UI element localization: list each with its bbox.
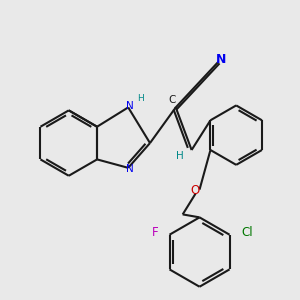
Text: Cl: Cl: [242, 226, 253, 239]
Text: C: C: [168, 95, 176, 106]
Text: H: H: [176, 151, 184, 161]
Text: N: N: [126, 164, 134, 174]
Text: H: H: [137, 94, 143, 103]
Text: O: O: [190, 184, 199, 197]
Text: F: F: [152, 226, 159, 239]
Text: N: N: [126, 101, 134, 111]
Text: N: N: [216, 53, 226, 66]
